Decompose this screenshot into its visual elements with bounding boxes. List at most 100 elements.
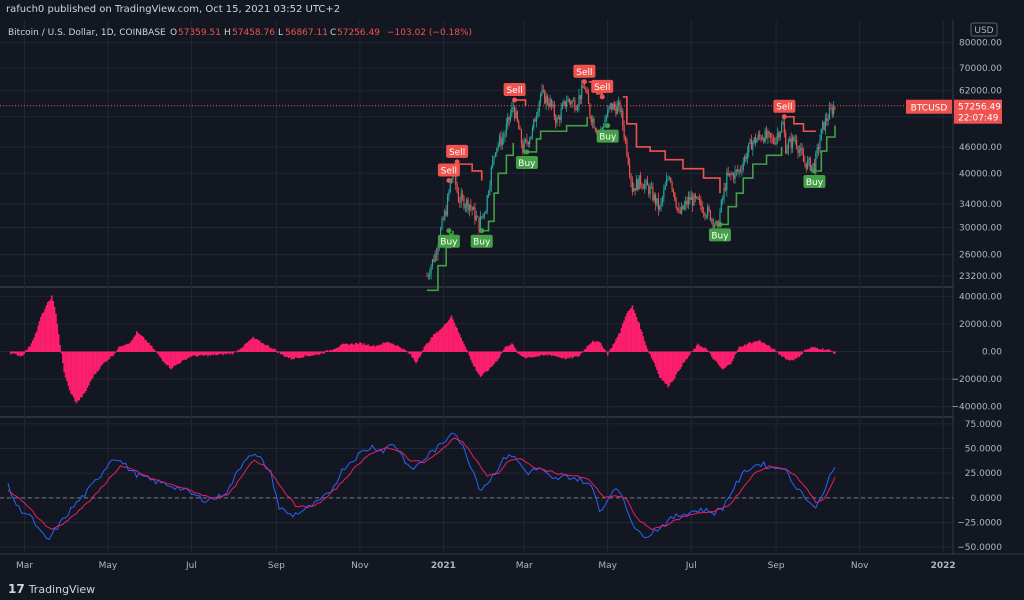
histogram-bar[interactable] [697, 343, 699, 352]
histogram-bar[interactable] [789, 351, 791, 361]
candle-body[interactable] [790, 138, 792, 148]
histogram-bar[interactable] [349, 344, 352, 352]
histogram-bar[interactable] [831, 351, 834, 352]
candle-body[interactable] [575, 109, 577, 111]
histogram-bar[interactable] [203, 351, 205, 356]
candle-body[interactable] [650, 187, 653, 188]
candle-body[interactable] [812, 163, 814, 166]
histogram-bar[interactable] [754, 341, 757, 352]
histogram-bar[interactable] [407, 351, 409, 353]
candle-body[interactable] [798, 150, 800, 153]
histogram-bar[interactable] [137, 333, 139, 352]
histogram-bar[interactable] [274, 348, 276, 352]
histogram-bar[interactable] [800, 351, 802, 356]
candle-body[interactable] [534, 119, 536, 122]
histogram-bar[interactable] [542, 351, 545, 356]
histogram-bar[interactable] [285, 351, 287, 358]
histogram-bar[interactable] [240, 348, 242, 352]
sell-signal[interactable]: Sell [503, 83, 526, 103]
histogram-bar[interactable] [682, 351, 684, 364]
histogram-bar[interactable] [689, 351, 691, 355]
candle-body[interactable] [685, 200, 687, 205]
candle-body[interactable] [479, 216, 481, 231]
candle-body[interactable] [533, 119, 535, 129]
histogram-bar[interactable] [630, 307, 632, 352]
histogram-bar[interactable] [760, 341, 762, 352]
candle-body[interactable] [742, 162, 744, 170]
histogram-bar[interactable] [329, 349, 331, 352]
candle-body[interactable] [522, 143, 524, 153]
candle-body[interactable] [561, 104, 564, 109]
histogram-bar[interactable] [533, 351, 535, 358]
chart-canvas[interactable]: BuySellSellBuySellBuySellSellBuyBuySellB… [0, 20, 1024, 576]
histogram-bar[interactable] [598, 341, 601, 352]
candle-body[interactable] [693, 194, 695, 206]
histogram-bar[interactable] [611, 347, 613, 352]
histogram-bar[interactable] [415, 351, 417, 364]
histogram-bar[interactable] [742, 346, 745, 352]
histogram-bar[interactable] [561, 351, 564, 359]
candle-body[interactable] [442, 218, 445, 220]
histogram-pane[interactable] [10, 295, 836, 404]
candle-body[interactable] [676, 207, 679, 209]
candle-body[interactable] [648, 185, 650, 195]
histogram-bar[interactable] [420, 351, 423, 354]
candle-body[interactable] [690, 196, 692, 200]
histogram-bar[interactable] [283, 351, 286, 357]
candle-body[interactable] [579, 95, 581, 99]
candle-body[interactable] [605, 116, 607, 121]
histogram-bar[interactable] [626, 313, 628, 352]
histogram-bar[interactable] [483, 351, 486, 373]
histogram-bar[interactable] [750, 343, 753, 352]
histogram-bar[interactable] [500, 351, 502, 355]
histogram-bar[interactable] [571, 351, 573, 359]
histogram-bar[interactable] [713, 351, 716, 360]
histogram-bar[interactable] [615, 339, 617, 352]
histogram-bar[interactable] [93, 351, 96, 375]
histogram-bar[interactable] [83, 351, 86, 393]
histogram-bar[interactable] [73, 351, 75, 398]
candle-body[interactable] [601, 127, 603, 129]
histogram-bar[interactable] [565, 351, 568, 359]
histogram-bar[interactable] [286, 351, 289, 357]
candle-body[interactable] [548, 103, 550, 107]
histogram-bar[interactable] [182, 351, 185, 360]
histogram-bar[interactable] [238, 349, 241, 352]
candle-body[interactable] [619, 101, 621, 112]
histogram-bar[interactable] [375, 345, 378, 352]
histogram-bar[interactable] [439, 329, 442, 352]
histogram-bar[interactable] [582, 351, 584, 353]
candle-body[interactable] [697, 196, 699, 200]
histogram-bar[interactable] [753, 341, 756, 352]
histogram-bar[interactable] [434, 333, 436, 352]
candle-body[interactable] [516, 111, 518, 122]
histogram-bar[interactable] [211, 351, 213, 355]
histogram-bar[interactable] [134, 335, 137, 352]
candle-body[interactable] [526, 139, 528, 143]
candle-body[interactable] [757, 134, 759, 140]
histogram-bar[interactable] [355, 343, 357, 352]
histogram-bar[interactable] [103, 351, 105, 363]
histogram-bar[interactable] [235, 351, 238, 353]
histogram-bar[interactable] [568, 351, 571, 359]
candle-body[interactable] [455, 171, 457, 185]
histogram-bar[interactable] [97, 351, 100, 371]
candle-body[interactable] [490, 167, 492, 186]
candle-body[interactable] [477, 216, 479, 218]
histogram-bar[interactable] [745, 345, 747, 352]
candle-body[interactable] [683, 204, 685, 210]
candle-body[interactable] [670, 178, 672, 183]
histogram-bar[interactable] [806, 349, 809, 352]
histogram-bar[interactable] [665, 351, 668, 385]
histogram-bar[interactable] [394, 345, 397, 352]
histogram-bar[interactable] [289, 351, 291, 358]
histogram-bar[interactable] [527, 351, 530, 358]
histogram-bar[interactable] [278, 351, 280, 353]
histogram-bar[interactable] [464, 346, 467, 352]
histogram-bar[interactable] [281, 351, 283, 355]
histogram-bar[interactable] [583, 349, 586, 352]
candle-body[interactable] [702, 212, 705, 214]
candle-body[interactable] [830, 107, 832, 109]
histogram-bar[interactable] [834, 351, 836, 354]
histogram-bar[interactable] [450, 315, 453, 352]
